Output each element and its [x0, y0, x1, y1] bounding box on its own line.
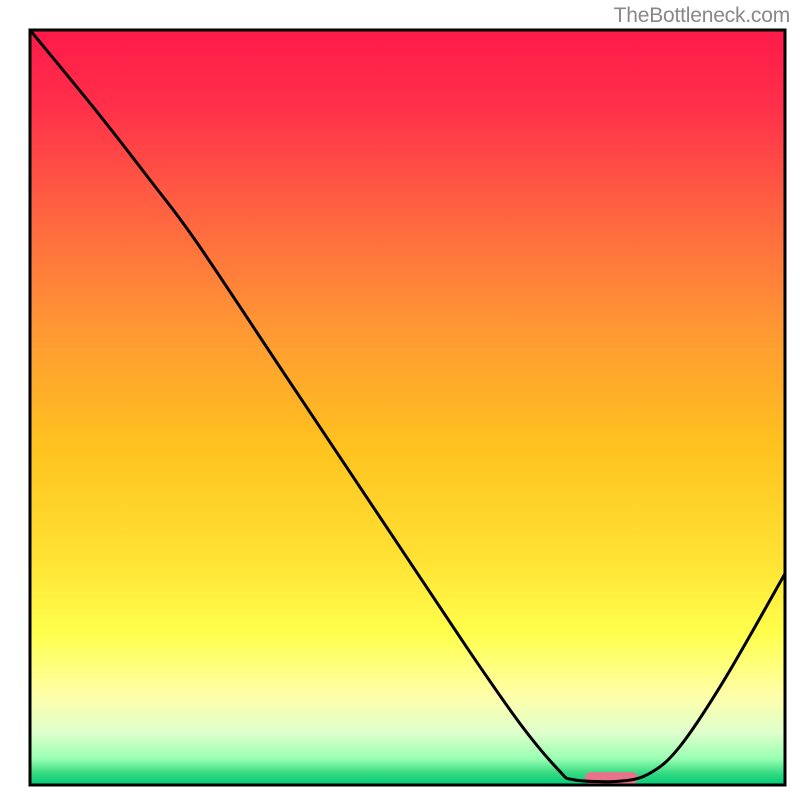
bottleneck-chart: TheBottleneck.com	[0, 0, 800, 800]
chart-svg	[0, 0, 800, 800]
watermark-text: TheBottleneck.com	[614, 4, 790, 28]
gradient-background	[30, 30, 785, 785]
